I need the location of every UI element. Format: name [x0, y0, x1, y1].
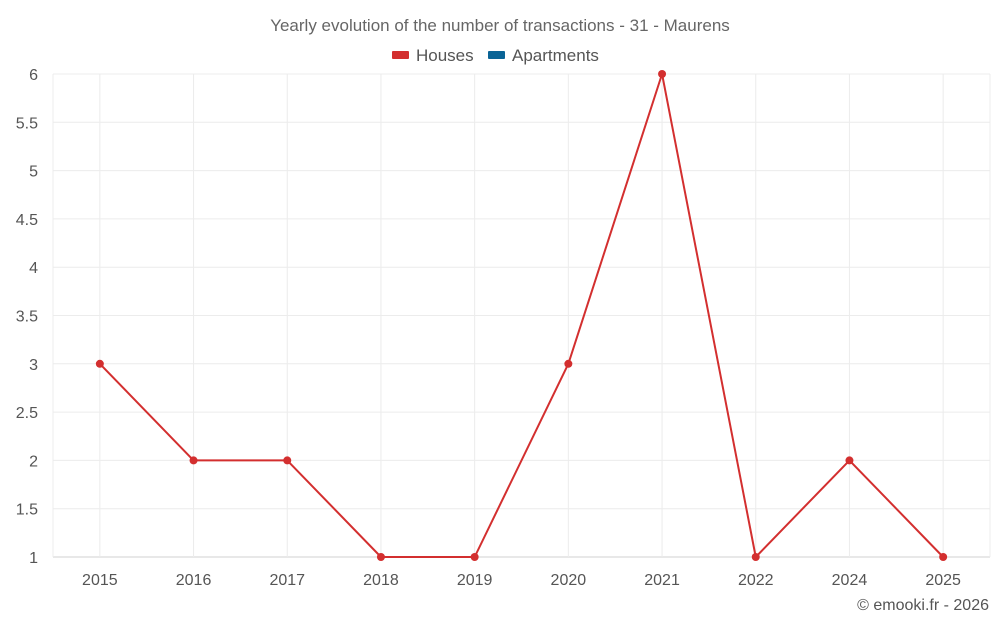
x-tick-label: 2017 [269, 572, 305, 589]
grid [52, 73, 991, 558]
x-axis-ticks: 2015 2016 2017 2018 2019 2020 2021 2022 2024 2025 [82, 572, 961, 589]
x-tick-label: 2024 [832, 572, 868, 589]
y-tick-label: 3 [29, 357, 38, 374]
legend-label-houses: Houses [416, 46, 474, 65]
y-tick-label: 1 [29, 550, 38, 567]
data-point-houses[interactable] [189, 456, 198, 465]
data-point-houses[interactable] [283, 456, 292, 465]
data-point-houses[interactable] [658, 70, 667, 78]
x-tick-label: 2020 [551, 572, 587, 589]
y-tick-label: 5.5 [16, 115, 38, 132]
x-tick-label: 2018 [363, 572, 399, 589]
data-point-houses[interactable] [845, 456, 854, 465]
y-tick-label: 6 [29, 67, 38, 84]
data-point-houses[interactable] [939, 553, 948, 561]
y-tick-label: 4 [29, 260, 38, 277]
y-tick-label: 2.5 [16, 405, 38, 422]
legend-item-houses[interactable]: Houses [392, 46, 474, 65]
x-tick-label: 2016 [176, 572, 212, 589]
x-tick-label: 2022 [738, 572, 774, 589]
data-point-houses[interactable] [564, 359, 573, 368]
y-tick-label: 1.5 [16, 502, 38, 519]
legend-swatch-houses [392, 51, 409, 59]
legend-label-apartments: Apartments [512, 46, 599, 65]
x-tick-label: 2025 [925, 572, 961, 589]
credit-text: © emooki.fr - 2026 [857, 597, 989, 614]
data-point-houses[interactable] [95, 359, 104, 368]
chart-title: Yearly evolution of the number of transa… [270, 16, 730, 35]
data-point-houses[interactable] [751, 553, 760, 561]
data-point-houses[interactable] [470, 553, 479, 561]
legend-item-apartments[interactable]: Apartments [488, 46, 599, 65]
series-line-houses [99, 73, 944, 558]
legend: Houses Apartments [392, 46, 599, 65]
y-tick-label: 4.5 [16, 212, 38, 229]
x-tick-label: 2015 [82, 572, 118, 589]
y-tick-label: 5 [29, 164, 38, 181]
series-houses [95, 70, 948, 561]
legend-swatch-apartments [488, 51, 505, 59]
data-point-houses[interactable] [376, 553, 385, 561]
y-tick-label: 3.5 [16, 309, 38, 326]
y-tick-label: 2 [29, 453, 38, 470]
y-axis-ticks: 1 1.5 2 2.5 3 3.5 4 4.5 5 5.5 6 [16, 67, 38, 567]
x-tick-label: 2021 [644, 572, 680, 589]
x-tick-label: 2019 [457, 572, 493, 589]
